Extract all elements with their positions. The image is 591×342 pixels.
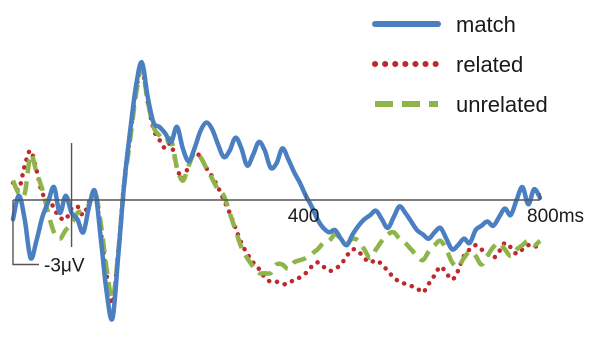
series-line-match xyxy=(10,60,543,322)
legend-label-match: match xyxy=(456,12,516,37)
voltage-scale-bar xyxy=(12,200,39,266)
voltage-scale-label: -3μV xyxy=(44,256,85,277)
axes-group xyxy=(12,143,540,266)
x-ticks-group: 400 800ms xyxy=(288,193,584,227)
legend-label-unrelated: unrelated xyxy=(456,92,548,117)
x-tick-label: 800ms xyxy=(527,206,584,227)
series-lines-group xyxy=(10,60,543,322)
x-tick-label: 400 xyxy=(288,206,320,227)
legend-label-related: related xyxy=(456,52,523,77)
series-line-related xyxy=(10,66,543,306)
legend: match related unrelated xyxy=(372,12,548,117)
